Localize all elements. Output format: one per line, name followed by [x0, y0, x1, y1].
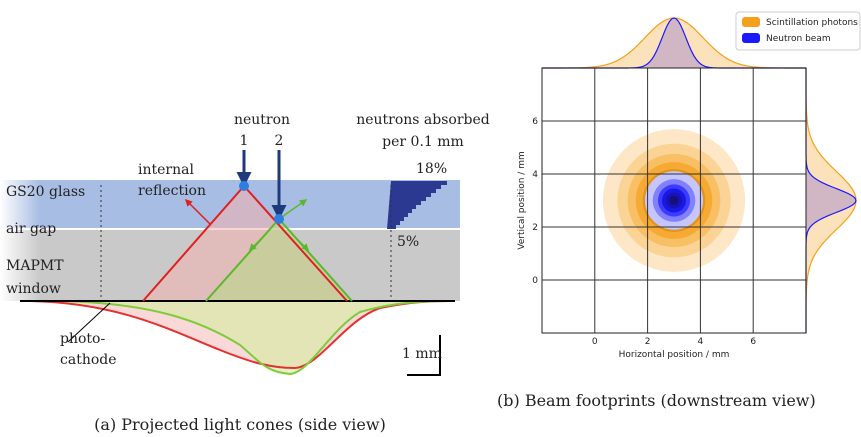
label: MAPMT: [6, 258, 64, 274]
label: 1 mm: [402, 346, 442, 362]
caption: (b) Beam footprints (downstream view): [497, 391, 816, 410]
reflection-arrow: [184, 198, 211, 225]
label: 1: [240, 133, 249, 149]
legend-swatch: [742, 17, 760, 27]
green-cone: [206, 219, 352, 301]
label: cathode: [60, 352, 117, 368]
legend-box: [735, 11, 861, 51]
green-arrow: [291, 233, 310, 252]
label: 18%: [416, 161, 447, 177]
label: 2: [275, 133, 284, 149]
label: neutron: [234, 112, 290, 128]
pointer: [67, 302, 111, 343]
right-marginal-fill: [806, 68, 856, 333]
y-tick-label: 6: [532, 117, 538, 127]
contour-level: [669, 195, 679, 206]
label: photo-: [60, 331, 105, 347]
top-marginal-fill: [542, 18, 806, 68]
green-profile: [59, 300, 451, 376]
y-tick-label: 0: [532, 276, 538, 286]
label: 5%: [397, 234, 419, 250]
caption: (a) Projected light cones (side view): [94, 415, 386, 434]
label: per 0.1 mm: [382, 134, 464, 150]
fade: [0, 180, 40, 301]
panel-b: Scintillation photons Neutron beam 0 2 4 6 0 2 4…: [517, 11, 861, 360]
interaction-point: [239, 181, 249, 191]
label: neutrons absorbed: [356, 112, 490, 128]
label: air gap: [6, 221, 56, 237]
x-tick-label: 4: [698, 337, 704, 347]
x-axis-label: Horizontal position / mm: [619, 350, 730, 360]
legend-label: Scintillation photons: [766, 18, 858, 28]
legend-label: Neutron beam: [766, 34, 831, 44]
top-marginal-fill: [542, 18, 806, 68]
interaction-point: [274, 214, 284, 224]
legend-swatch: [742, 33, 760, 43]
x-tick-label: 0: [592, 337, 598, 347]
x-tick-label: 2: [645, 337, 651, 347]
plot-frame: [541, 67, 807, 334]
label: GS20 glass: [6, 184, 85, 200]
label: reflection: [138, 183, 206, 199]
green-arrow: [248, 233, 267, 252]
label: window: [6, 281, 61, 297]
y-tick-label: 4: [532, 170, 538, 180]
absorption-histogram: [387, 181, 447, 229]
right-marginal-fill: [806, 68, 856, 333]
x-tick-label: 6: [750, 337, 756, 347]
y-axis-label: Vertical position / mm: [517, 151, 527, 250]
y-tick-label: 2: [532, 223, 538, 233]
label: internal: [138, 162, 194, 178]
scale-bar: [407, 335, 441, 376]
panel-a: neutron 1 2 neutrons absorbed per 0.1 mm…: [0, 112, 490, 434]
green-profile-fill: [60, 301, 450, 374]
